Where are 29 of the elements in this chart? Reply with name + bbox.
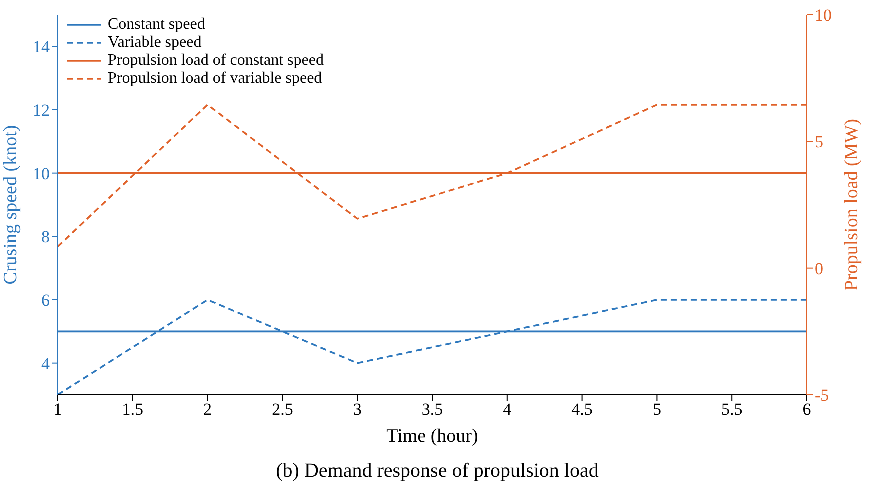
y-axis-title: Crusing speed (knot): [0, 125, 22, 285]
x-tick-label: 3: [353, 400, 362, 420]
x-tick-label: 3.5: [422, 400, 444, 420]
x-tick-label: 1: [54, 400, 62, 420]
y-tick-label: 14: [33, 38, 50, 57]
legend-label: Propulsion load of variable speed: [108, 70, 322, 88]
y-tick-label: 12: [33, 101, 50, 120]
text: (b) Demand response of propulsion load: [275, 460, 600, 483]
y-tick-label: 4: [42, 354, 50, 374]
y2-tick-label: 10: [815, 6, 832, 26]
y-tick-label: 10: [33, 164, 50, 184]
x-tick-label: 4.5: [572, 400, 593, 420]
x-tick-label: 4: [503, 400, 512, 420]
x-tick-label: 2.5: [272, 400, 294, 420]
y2-tick-label: 5: [815, 132, 824, 152]
x-axis-title: Time (hour): [386, 426, 478, 447]
legend-label: Constant speed: [108, 16, 206, 34]
x-tick-label: 6: [802, 400, 812, 420]
x-tick-label: 2: [204, 400, 212, 420]
x-tick-label: 5: [652, 400, 662, 420]
y2-tick-label: -5: [815, 386, 830, 406]
x-tick-label: 5.5: [721, 400, 743, 420]
y2-tick-label: 0: [815, 259, 824, 278]
y2-axis-title: Propulsion load (MW): [842, 118, 863, 292]
x-tick-label: 1.5: [122, 400, 144, 420]
y-tick-label: 6: [42, 291, 50, 310]
legend-label: Propulsion load of constant speed: [108, 52, 324, 70]
legend-label: Variable speed: [108, 34, 202, 52]
y-tick-label: 8: [42, 228, 50, 247]
